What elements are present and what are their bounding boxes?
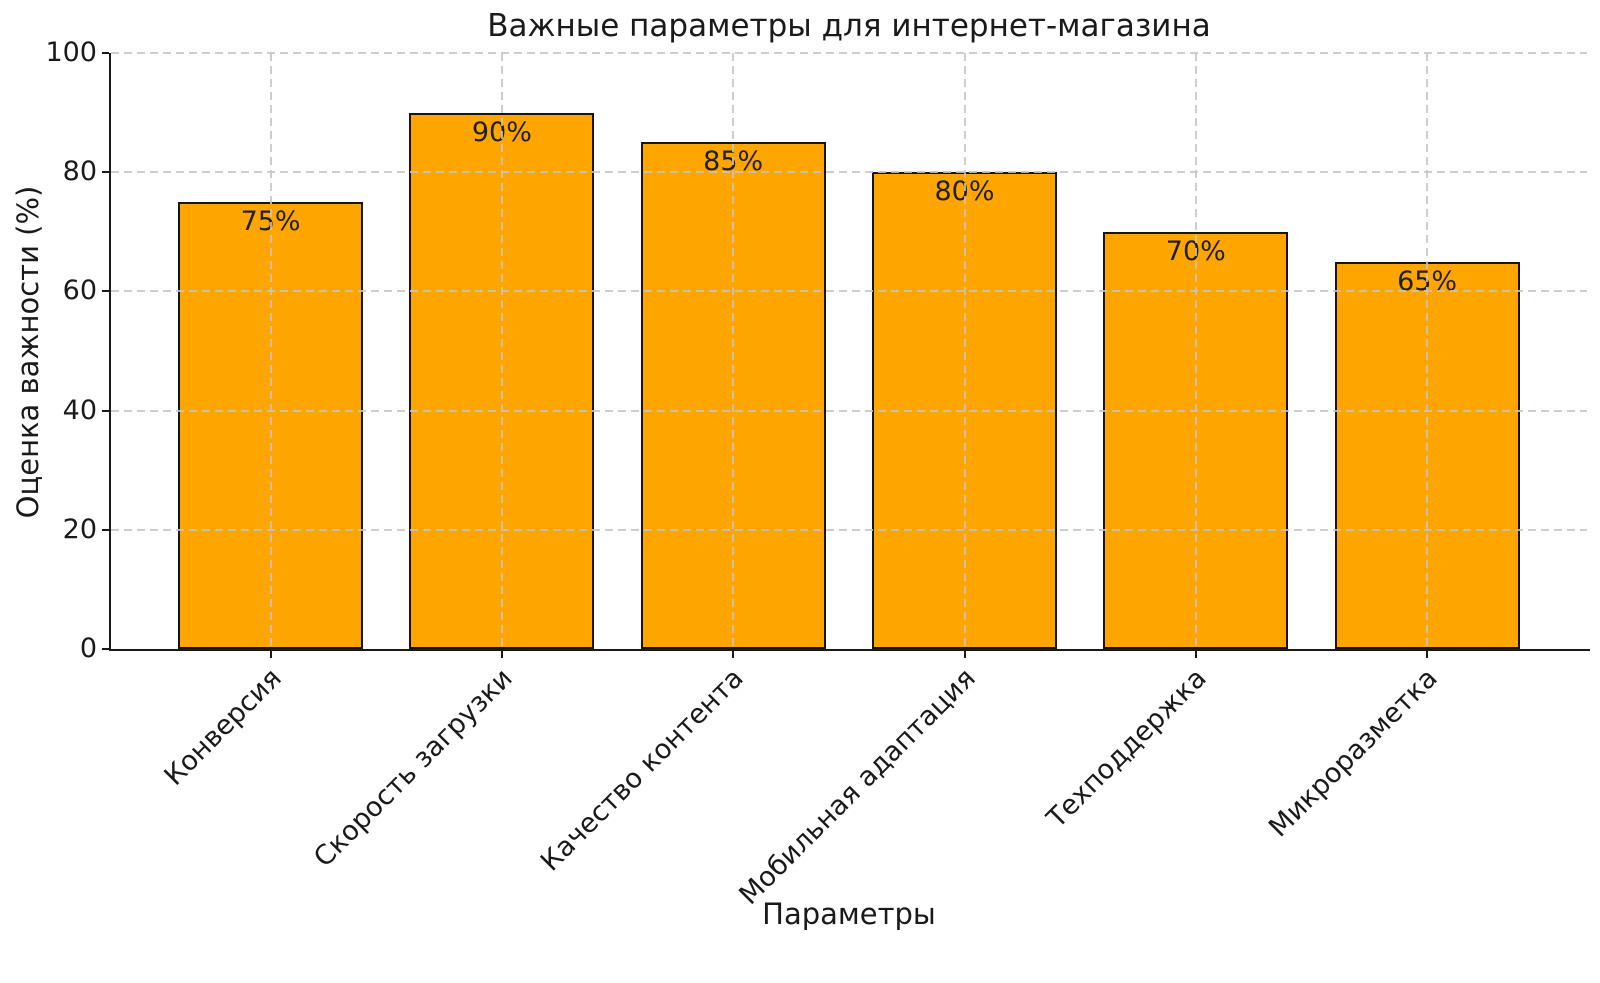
x-tick [1426,651,1429,658]
v-gridline [500,53,503,649]
y-axis-title: Оценка важности (%) [11,185,45,519]
h-gridline [111,171,1587,174]
plot-area: 75%90%85%80%70%65% [102,52,1590,658]
y-tick-label: 40 [62,394,97,426]
y-tick [102,171,109,174]
y-tick [102,528,109,531]
y-tick [102,290,109,293]
x-tick [1194,651,1197,658]
x-axis-line [109,649,1590,651]
y-tick-label: 20 [62,513,97,545]
y-tick-label: 60 [62,275,97,307]
y-tick [102,409,109,412]
v-gridline [1194,53,1197,649]
v-gridline [963,53,966,649]
x-tick [963,651,966,658]
y-tick-label: 80 [62,156,97,188]
h-gridline [111,409,1587,412]
v-gridline [269,53,272,649]
x-tick [269,651,272,658]
v-gridline [732,53,735,649]
chart-title: Важные параметры для интернет-магазина [487,8,1211,44]
y-tick [102,648,109,650]
h-gridline [111,290,1587,293]
v-gridline [1426,53,1429,649]
h-gridline [111,52,1587,54]
y-tick-label: 0 [79,633,97,664]
x-axis-title: Параметры [762,897,936,931]
y-tick-label: 100 [45,37,97,68]
y-axis-line [109,53,111,651]
x-tick [732,651,735,658]
h-gridline [111,528,1587,531]
bar-chart-figure: Важные параметры для интернет-магазина 7… [11,8,1590,931]
y-tick [102,52,109,54]
x-tick [500,651,503,658]
